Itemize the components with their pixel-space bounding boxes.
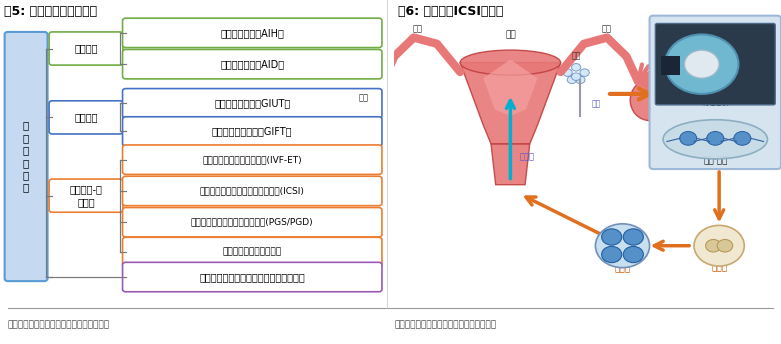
FancyBboxPatch shape [123,117,382,146]
FancyBboxPatch shape [49,101,123,134]
Circle shape [694,225,744,266]
Circle shape [623,246,644,262]
Polygon shape [483,60,537,116]
Circle shape [684,50,719,78]
FancyBboxPatch shape [123,262,382,292]
Text: 数据来源：丁香园、广发证券发展研究中心: 数据来源：丁香园、广发证券发展研究中心 [394,321,497,330]
FancyBboxPatch shape [123,145,382,174]
Text: 人工授精: 人工授精 [74,44,98,54]
FancyBboxPatch shape [123,176,382,206]
Circle shape [572,64,581,71]
FancyBboxPatch shape [123,207,382,237]
Text: 辅
助
生
殖
技
术: 辅 助 生 殖 技 术 [23,120,29,193]
Text: 输卵管内配子移植（GIFT）: 输卵管内配子移植（GIFT） [212,127,293,137]
Circle shape [623,229,644,245]
Text: 第一代：体外授精胚胎移植(IVF-ET): 第一代：体外授精胚胎移植(IVF-ET) [202,155,302,164]
Ellipse shape [460,50,561,75]
Circle shape [567,76,576,84]
Circle shape [601,246,622,262]
Polygon shape [491,144,530,185]
Circle shape [580,69,589,76]
FancyBboxPatch shape [123,89,382,118]
Ellipse shape [630,80,669,120]
Circle shape [563,69,572,76]
Text: 胚移植: 胚移植 [520,153,535,162]
Polygon shape [662,56,680,75]
Text: 未成熟卵母细胞体外培养: 未成熟卵母细胞体外培养 [223,247,282,257]
Text: 卵管: 卵管 [412,24,423,33]
Circle shape [572,73,581,80]
Text: 夫精人工授精（AIH）: 夫精人工授精（AIH） [220,28,284,38]
Text: 图6: 辅助生殖ICSI示意图: 图6: 辅助生殖ICSI示意图 [398,5,504,18]
Text: 深低温保存和复苏技术，多胎妊娠减胎术: 深低温保存和复苏技术，多胎妊娠减胎术 [199,272,305,282]
FancyBboxPatch shape [123,50,382,79]
Circle shape [601,229,622,245]
Text: 探卵: 探卵 [591,99,601,108]
Circle shape [595,224,650,268]
Circle shape [734,131,751,145]
Text: 图5: 辅助生殖的技术分类: 图5: 辅助生殖的技术分类 [4,5,97,18]
Text: 受精卵: 受精卵 [711,264,727,273]
Circle shape [705,239,721,252]
Circle shape [576,76,585,84]
FancyBboxPatch shape [650,15,781,169]
Text: 卵管: 卵管 [602,24,612,33]
Text: 媒精·培養: 媒精·培養 [703,157,727,165]
Circle shape [665,34,739,94]
Text: 第二代：卵胞浆内单精子显微注射(ICSI): 第二代：卵胞浆内单精子显微注射(ICSI) [200,186,305,195]
Text: 配子移植: 配子移植 [74,112,98,122]
Text: 卵巢: 卵巢 [358,93,369,102]
Ellipse shape [352,80,390,120]
Text: 分割卵: 分割卵 [615,265,630,274]
Text: 体外受精-胚
胎移植: 体外受精-胚 胎移植 [70,184,102,207]
Circle shape [717,239,733,252]
Text: 宫颈内配子移植（GIUT）: 宫颈内配子移植（GIUT） [214,98,291,108]
FancyBboxPatch shape [49,32,123,65]
Text: 第三代：胚胎植入前遗传学检查(PGS/PGD): 第三代：胚胎植入前遗传学检查(PGS/PGD) [191,218,313,227]
Ellipse shape [663,120,768,159]
Circle shape [679,131,697,145]
Text: 供精人工授精（AID）: 供精人工授精（AID） [220,59,284,69]
FancyBboxPatch shape [123,237,382,267]
FancyBboxPatch shape [123,18,382,47]
Text: 卵胞: 卵胞 [572,51,581,60]
FancyBboxPatch shape [49,179,123,212]
Polygon shape [460,63,561,144]
Text: <ICSI>: <ICSI> [697,99,733,108]
Text: 子宫: 子宫 [505,31,515,40]
Circle shape [707,131,724,145]
Text: 资料来源：丁香园、广发证券发展研究中心: 资料来源：丁香园、广发证券发展研究中心 [8,321,110,330]
FancyBboxPatch shape [5,32,48,281]
FancyBboxPatch shape [655,23,776,105]
